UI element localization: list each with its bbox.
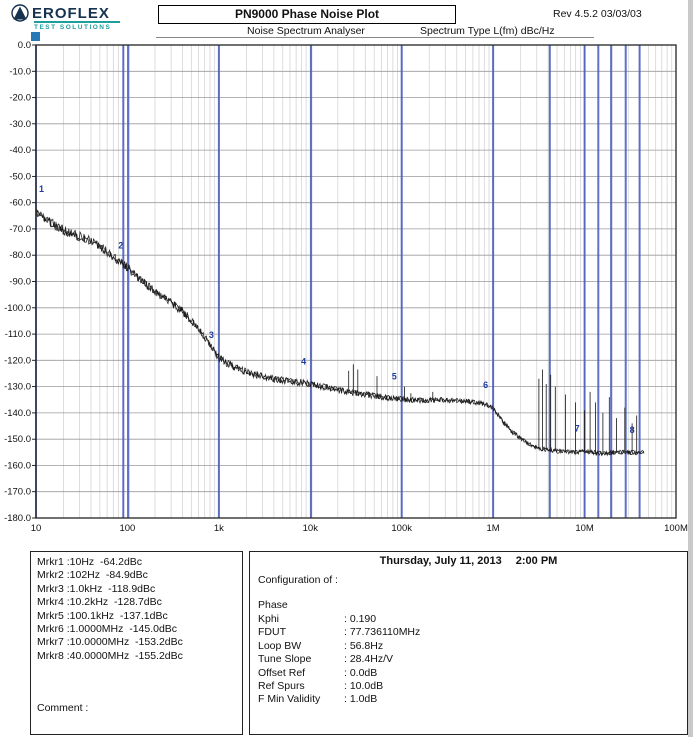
y-axis-labels: 0.0 -10.0 -20.0 -30.0 -40.0 -50.0 -60.0 -70.0 -8…: [4, 40, 36, 524]
phase-noise-plot-svg: 1 2 3 4 5 6 7 8 0.0 -10.0 -20.0 -30.0 -40.0 -50.0 -60.…: [4, 40, 688, 534]
config-value: : 28.4Hz/V: [344, 653, 394, 666]
grid-major-lines: [35, 44, 677, 519]
config-value: : 0.0dB: [344, 666, 378, 679]
svg-text:10k: 10k: [303, 523, 319, 534]
svg-text:-100.0: -100.0: [4, 303, 31, 314]
svg-text:-70.0: -70.0: [9, 224, 31, 235]
page-edge-strip: [688, 0, 693, 737]
marker-readout: Mrkr5 :100.1kHz -137.1dBc: [37, 609, 168, 622]
svg-text:2: 2: [118, 241, 123, 251]
marker-readout: Mrkr8 :40.0000MHz -155.2dBc: [37, 649, 183, 662]
marker-list: Mrkr1 :10Hz -64.2dBc Mrkr2 :102Hz -84.9dB…: [37, 556, 238, 663]
svg-text:100M: 100M: [664, 523, 688, 534]
svg-text:4: 4: [301, 356, 306, 366]
brand-text: EROFLEX: [32, 4, 110, 22]
brand-rule: [34, 21, 120, 23]
marker-readout: Mrkr2 :102Hz -84.9dBc: [37, 569, 148, 582]
config-label: Ref Spurs: [258, 680, 305, 693]
svg-text:-170.0: -170.0: [4, 487, 31, 498]
svg-text:-140.0: -140.0: [4, 408, 31, 419]
marker-panel: Mrkr1 :10Hz -64.2dBc Mrkr2 :102Hz -84.9dB…: [30, 551, 243, 735]
page-title: PN9000 Phase Noise Plot: [234, 7, 380, 21]
config-label: F Min Validity: [258, 693, 321, 706]
config-value: : 1.0dB: [344, 693, 378, 706]
spectrum-type-label: Spectrum Type L(fm) dBc/Hz: [420, 25, 555, 37]
svg-text:-20.0: -20.0: [9, 93, 31, 104]
config-row: Ref Spurs : 10.0dB: [258, 680, 679, 693]
svg-text:-30.0: -30.0: [9, 119, 31, 130]
revision-text: Rev 4.5.2 03/03/03: [553, 8, 642, 20]
svg-text:-80.0: -80.0: [9, 250, 31, 261]
date-text: Thursday, July 11, 2013: [379, 555, 502, 567]
noise-trace: [35, 207, 645, 457]
marker-readout: Mrkr1 :10Hz -64.2dBc: [37, 556, 143, 568]
datetime: Thursday, July 11, 2013 2:00 PM: [258, 555, 679, 567]
info-panel: Thursday, July 11, 2013 2:00 PM Configura…: [249, 551, 688, 735]
svg-text:-60.0: -60.0: [9, 198, 31, 209]
config-row: Loop BW : 56.8Hz: [258, 640, 679, 653]
marker-vertical-lines: [35, 45, 641, 518]
x-axis-labels: 10 100 1k 10k 100k 1M 10M 100M: [31, 523, 688, 534]
marker-number-labels: 1 2 3 4 5 6 7 8: [39, 184, 635, 435]
marker-readout: Mrkr3 :1.0kHz -118.9dBc: [37, 582, 156, 595]
config-row: Kphi : 0.190: [258, 613, 679, 626]
config-value: : 56.8Hz: [344, 639, 384, 652]
svg-text:-50.0: -50.0: [9, 171, 31, 182]
svg-text:6: 6: [483, 380, 488, 390]
config-name: Phase: [258, 599, 288, 611]
svg-text:8: 8: [630, 425, 635, 435]
svg-text:3: 3: [209, 330, 214, 340]
spur-spikes: [348, 364, 638, 454]
svg-text:7: 7: [575, 423, 580, 433]
config-rows: Kphi : 0.190 FDUT : 77.736110MHz Loop BW : 56…: [258, 613, 679, 707]
config-label: FDUT: [258, 626, 286, 639]
svg-text:1M: 1M: [486, 523, 499, 534]
marker-readout: Mrkr7 :10.0000MHz -153.2dBc: [37, 636, 183, 649]
svg-text:10: 10: [31, 523, 42, 534]
svg-text:-180.0: -180.0: [4, 513, 31, 524]
svg-text:-150.0: -150.0: [4, 434, 31, 445]
svg-text:-160.0: -160.0: [4, 460, 31, 471]
svg-text:100: 100: [119, 523, 135, 534]
comment-label: Comment :: [37, 702, 89, 714]
svg-text:-10.0: -10.0: [9, 66, 31, 77]
config-row: Offset Ref : 0.0dB: [258, 667, 679, 680]
config-row: FDUT : 77.736110MHz: [258, 626, 679, 639]
marker-readout: Mrkr6 :1.0000MHz -145.0dBc: [37, 623, 178, 636]
svg-text:-120.0: -120.0: [4, 355, 31, 366]
analyser-label: Noise Spectrum Analyser: [247, 25, 365, 37]
time-text: 2:00 PM: [515, 555, 558, 567]
svg-text:1k: 1k: [214, 523, 224, 534]
config-heading: Configuration of :: [258, 574, 338, 586]
config-label: Offset Ref: [258, 666, 306, 679]
aeroflex-logo: EROFLEX TEST SOLUTIONS: [10, 4, 160, 31]
aeroflex-a-triangle-icon: [11, 4, 29, 22]
config-row: F Min Validity : 1.0dB: [258, 693, 679, 706]
config-row: Tune Slope : 28.4Hz/V: [258, 653, 679, 666]
svg-text:100k: 100k: [391, 523, 412, 534]
svg-text:10M: 10M: [575, 523, 594, 534]
marker-readout: Mrkr4 :10.2kHz -128.7dBc: [37, 596, 162, 609]
plot-corner-square: [31, 32, 40, 41]
brand-subtitle: TEST SOLUTIONS: [34, 24, 112, 31]
config-label: Tune Slope: [258, 653, 312, 666]
header-rule: [156, 37, 594, 38]
config-value: : 0.190: [344, 613, 377, 625]
config-label: Kphi: [258, 613, 280, 625]
svg-text:1: 1: [39, 184, 44, 194]
svg-text:0.0: 0.0: [18, 40, 31, 51]
config-value: : 77.736110MHz: [344, 626, 421, 639]
title-box: PN9000 Phase Noise Plot: [158, 5, 456, 24]
config-value: : 10.0dB: [344, 680, 384, 693]
svg-text:-130.0: -130.0: [4, 382, 31, 393]
svg-text:5: 5: [392, 372, 397, 382]
svg-text:-40.0: -40.0: [9, 145, 31, 156]
phase-noise-chart: 1 2 3 4 5 6 7 8 0.0 -10.0 -20.0 -30.0 -40.0 -50.0 -60.…: [0, 38, 693, 543]
svg-text:-110.0: -110.0: [5, 329, 31, 340]
config-label: Loop BW: [258, 639, 302, 652]
svg-text:-90.0: -90.0: [9, 277, 31, 288]
